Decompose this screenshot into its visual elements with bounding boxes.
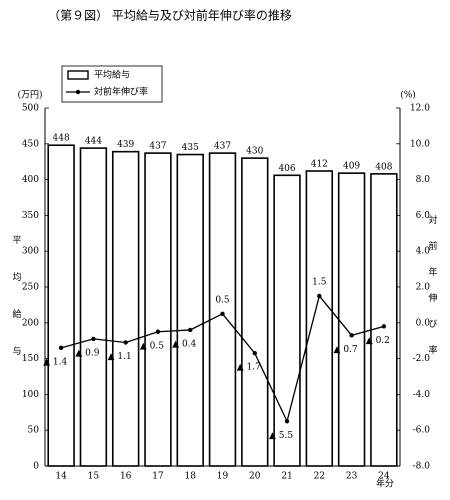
bar bbox=[176, 153, 204, 467]
x-tick-label: 15 bbox=[88, 472, 100, 482]
line-value-label: ▲ 1.4 bbox=[43, 357, 67, 367]
line-value-label: 1.5 bbox=[312, 277, 327, 287]
bar-value-label: 437 bbox=[214, 142, 231, 152]
y2-tick-label: -8.0 bbox=[413, 462, 431, 472]
y-tick-label: 400 bbox=[22, 175, 39, 185]
bar-value-label: 444 bbox=[85, 137, 102, 147]
line-value-label: ▲ 0.4 bbox=[172, 339, 196, 349]
line-value-label: ▲ 1.7 bbox=[237, 363, 261, 373]
bar-value-label: 430 bbox=[246, 147, 263, 157]
y-tick-label: 500 bbox=[22, 104, 39, 114]
y2-tick-label: -4.0 bbox=[413, 390, 431, 400]
bar bbox=[208, 152, 237, 467]
line-value-label: ▲ 0.7 bbox=[334, 345, 358, 355]
chart-title: （第９図） 平均給与及び対前年伸び率の推移 bbox=[48, 8, 292, 23]
bar-value-label: 408 bbox=[375, 162, 392, 172]
y-tick-label: 100 bbox=[22, 390, 39, 400]
legend-label: 平均給与 bbox=[94, 69, 130, 81]
y2-tick-label: 6.0 bbox=[416, 211, 431, 221]
y2-axis-title: 対前年伸び率 bbox=[427, 214, 438, 371]
bar-value-label: 448 bbox=[53, 134, 70, 144]
bar bbox=[337, 172, 366, 467]
line-value-label: ▲ 1.1 bbox=[108, 352, 132, 362]
legend-swatch-point bbox=[75, 89, 81, 95]
line-point bbox=[123, 340, 128, 345]
line-value-label: ▲ 5.5 bbox=[269, 431, 293, 441]
line-point bbox=[188, 327, 193, 333]
line-value-label: ▲ 0.9 bbox=[75, 348, 99, 358]
y2-tick-label: -6.0 bbox=[413, 426, 431, 436]
line-point bbox=[155, 329, 161, 334]
y-tick-label: 0 bbox=[33, 462, 39, 472]
y-axis-title: 平均給与 bbox=[11, 235, 22, 383]
x-unit: 年分 bbox=[376, 478, 394, 490]
bar-value-label: 412 bbox=[311, 160, 328, 170]
bar-value-label: 406 bbox=[278, 164, 295, 174]
y2-unit: (%) bbox=[400, 90, 416, 101]
y-tick-label: 250 bbox=[22, 283, 39, 293]
bar-value-label: 435 bbox=[182, 143, 199, 153]
x-tick-label: 21 bbox=[281, 472, 292, 482]
x-tick-label: 18 bbox=[185, 472, 197, 482]
bar-value-label: 409 bbox=[343, 162, 360, 172]
y2-tick-label: 8.0 bbox=[416, 175, 431, 185]
y2-tick-label: 12.0 bbox=[410, 104, 430, 114]
y-tick-label: 150 bbox=[22, 354, 39, 364]
x-tick-label: 19 bbox=[217, 472, 229, 482]
x-tick-label: 24 bbox=[378, 472, 390, 482]
line-value-label: ▲ 0.2 bbox=[366, 336, 390, 346]
x-tick-label: 23 bbox=[346, 472, 358, 482]
bar-value-label: 437 bbox=[149, 142, 166, 152]
y-tick-label: 50 bbox=[28, 426, 40, 436]
bar bbox=[111, 150, 140, 467]
y2-tick-label: -2.0 bbox=[413, 354, 431, 364]
x-tick-label: 17 bbox=[152, 472, 164, 482]
y-tick-label: 350 bbox=[22, 211, 39, 221]
legend-label: 対前年伸び率 bbox=[94, 86, 148, 98]
y-tick-label: 200 bbox=[22, 318, 39, 328]
bar bbox=[144, 152, 172, 467]
y-unit: (万円) bbox=[17, 90, 42, 101]
x-tick-label: 16 bbox=[120, 472, 132, 482]
bar bbox=[241, 157, 269, 467]
y-tick-label: 450 bbox=[22, 139, 39, 149]
bar bbox=[273, 174, 301, 467]
y-tick-label: 300 bbox=[22, 247, 39, 257]
line-value-label: 0.5 bbox=[215, 295, 230, 305]
line-point bbox=[381, 324, 387, 329]
legend-swatch bbox=[67, 70, 89, 80]
line-point bbox=[58, 345, 64, 351]
x-tick-label: 22 bbox=[314, 472, 325, 482]
y2-tick-label: 4.0 bbox=[416, 247, 431, 257]
line-point bbox=[252, 351, 257, 356]
line-point bbox=[349, 333, 354, 338]
y2-tick-label: 0.0 bbox=[416, 318, 431, 328]
line-point bbox=[284, 419, 290, 424]
bar-value-label: 439 bbox=[117, 140, 134, 150]
x-tick-label: 20 bbox=[249, 472, 261, 482]
line-point bbox=[91, 336, 96, 342]
line-value-label: ▲ 0.5 bbox=[140, 341, 164, 351]
bar bbox=[79, 147, 108, 467]
bar bbox=[370, 173, 398, 467]
bar bbox=[47, 144, 75, 467]
y2-tick-label: 2.0 bbox=[416, 283, 431, 293]
line-point bbox=[220, 311, 225, 317]
bar bbox=[305, 170, 334, 467]
x-tick-label: 14 bbox=[55, 472, 67, 482]
line-point bbox=[317, 293, 322, 299]
y2-tick-label: 10.0 bbox=[410, 139, 430, 149]
